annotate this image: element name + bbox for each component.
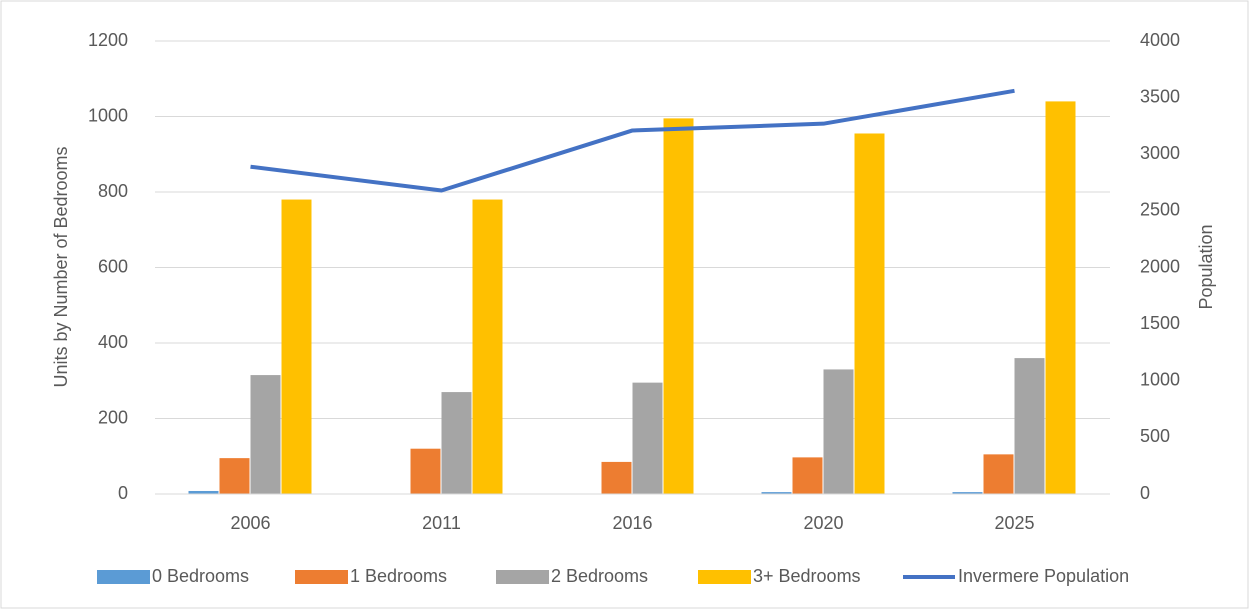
bar [792, 457, 823, 494]
legend-swatch [698, 570, 751, 584]
y-tick-label: 1200 [88, 30, 128, 50]
line-series [250, 88, 1015, 193]
y-tick-label: 600 [98, 256, 128, 276]
bar [1014, 358, 1045, 494]
bar [632, 382, 663, 494]
bar [983, 454, 1014, 494]
y-tick-label: 1000 [88, 105, 128, 125]
bar [663, 118, 694, 494]
bar [410, 448, 441, 494]
y2-tick-label: 3500 [1140, 86, 1180, 106]
y-tick-label: 200 [98, 407, 128, 427]
legend-swatch [496, 570, 549, 584]
x-tick-label: 2016 [612, 513, 652, 533]
y2-tick-label: 1500 [1140, 313, 1180, 333]
bar [823, 369, 854, 494]
bar [281, 199, 312, 495]
bar [761, 492, 792, 494]
y2-tick-label: 2000 [1140, 256, 1180, 276]
legend-label: 0 Bedrooms [152, 566, 249, 586]
bar [854, 133, 885, 495]
x-tick-label: 2006 [230, 513, 270, 533]
y2-tick-label: 4000 [1140, 30, 1180, 50]
bar [188, 490, 219, 494]
bar [601, 461, 632, 494]
legend-label: 3+ Bedrooms [753, 566, 861, 586]
y2-tick-label: 1000 [1140, 370, 1180, 390]
legend-label: 2 Bedrooms [551, 566, 648, 586]
x-tick-label: 2020 [803, 513, 843, 533]
y2-tick-label: 500 [1140, 426, 1170, 446]
x-tick-label: 2025 [994, 513, 1034, 533]
y2-axis-title: Population [1196, 224, 1216, 309]
bar [219, 458, 250, 494]
legend-swatch [295, 570, 348, 584]
x-tick-label: 2011 [422, 513, 461, 533]
y-tick-label: 0 [118, 483, 128, 503]
y2-tick-label: 3000 [1140, 143, 1180, 163]
y-tick-label: 400 [98, 332, 128, 352]
bar [250, 375, 281, 494]
bar [1045, 101, 1076, 495]
y-axis-title: Units by Number of Bedrooms [51, 146, 71, 387]
bar [952, 492, 983, 494]
legend-swatch [97, 570, 150, 584]
y2-tick-label: 2500 [1140, 200, 1180, 220]
bar [472, 199, 503, 495]
legend-label: 1 Bedrooms [350, 566, 447, 586]
y-tick-label: 800 [98, 181, 128, 201]
bar [441, 392, 472, 494]
y2-tick-label: 0 [1140, 483, 1150, 503]
legend-label: Invermere Population [958, 566, 1129, 586]
